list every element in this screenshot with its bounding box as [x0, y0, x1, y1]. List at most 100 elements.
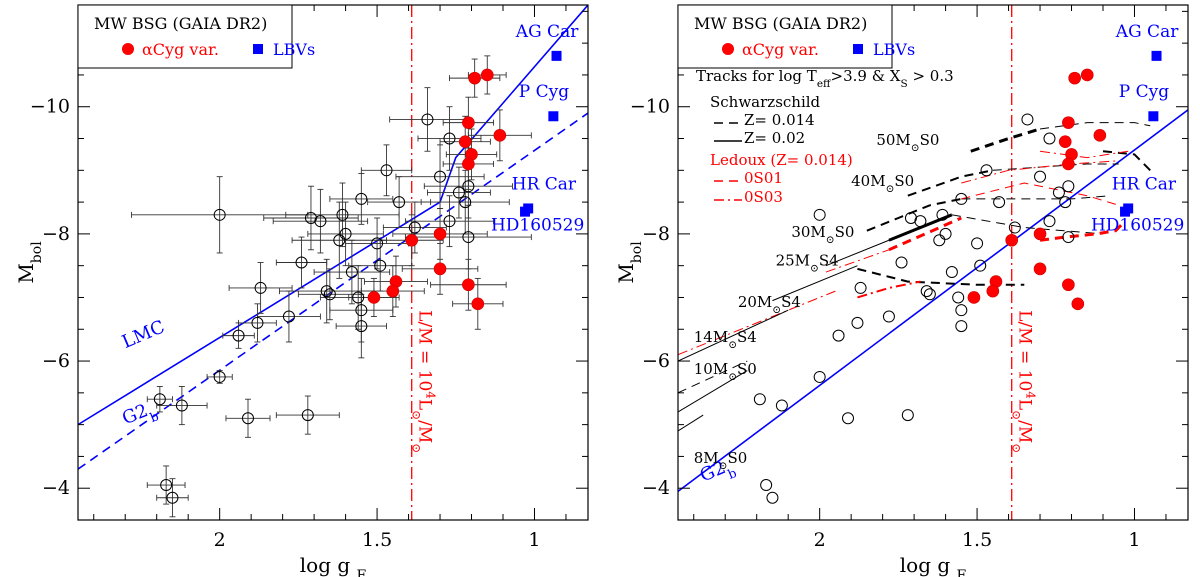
legend-title: MW BSG (GAIA DR2) — [694, 14, 867, 33]
track-legend: Tracks for log Teff>3.9 & XS > 0.3 Schwar… — [696, 67, 954, 206]
y-tick-label: −6 — [42, 350, 70, 372]
alpha-cyg-point — [367, 291, 381, 304]
bsg-star-point — [282, 310, 295, 323]
star-label: HR Car — [512, 174, 577, 194]
bsg-star-point — [974, 259, 987, 272]
track-line — [1102, 150, 1151, 172]
legend-lbv-label: LBVs — [273, 40, 315, 59]
bsg-star-point — [952, 291, 965, 304]
star-label: HD160529 — [1091, 216, 1184, 236]
axes-frame — [677, 4, 1189, 521]
star-label: AG Car — [1115, 22, 1179, 42]
track-legend-os03-label: 0S03 — [744, 188, 783, 206]
legend-frame — [77, 4, 293, 69]
track-legend-ledoux: Ledoux (Z= 0.014) — [710, 151, 853, 169]
alpha-cyg-point — [468, 71, 481, 85]
lbv-point — [1148, 111, 1159, 122]
track-label: 50M⊙S0 — [876, 131, 939, 154]
bsg-star-point — [1059, 196, 1072, 209]
bsg-star-point — [254, 281, 267, 294]
relation-line-label: G2b — [119, 397, 160, 434]
track-line — [678, 360, 748, 394]
track-line — [678, 370, 748, 413]
bsg-star-point — [1043, 132, 1056, 145]
track-line — [866, 197, 962, 232]
bsg-star-point — [901, 409, 914, 422]
bsg-star-point — [355, 320, 368, 333]
alpha-cyg-point — [458, 135, 472, 148]
alpha-cyg-point — [433, 227, 447, 241]
bsg-star-point — [993, 196, 1006, 209]
alpha-cyg-point — [1058, 135, 1072, 148]
track-line — [961, 160, 1119, 184]
track-line — [825, 249, 890, 273]
lbv-point — [548, 111, 559, 122]
bsg-star-point — [971, 237, 984, 250]
relation-line-g2 — [678, 109, 1188, 493]
plot-area — [678, 5, 1188, 520]
bsg-star-point — [933, 234, 946, 247]
y-axis-label: Mbol — [614, 241, 645, 284]
track-line — [1039, 223, 1123, 242]
alpha-cyg-point — [433, 262, 447, 276]
track-label: 10M⊙S0 — [694, 360, 757, 383]
track-line — [961, 182, 1119, 206]
track-line — [857, 280, 921, 299]
alpha-cyg-point — [1062, 157, 1075, 171]
track-line — [970, 127, 1041, 153]
bsg-star-point — [955, 192, 968, 205]
bsg-star-point — [1062, 231, 1075, 244]
bsg-star-point — [421, 113, 434, 126]
star-label: AG Car — [515, 22, 579, 42]
bsg-star-point — [980, 164, 993, 177]
x-tick-label: 1.5 — [962, 529, 992, 551]
alpha-cyg-point — [1005, 233, 1019, 247]
track-line — [888, 213, 953, 242]
bsg-star-point — [166, 491, 179, 504]
bsg-star-point — [832, 329, 845, 342]
panel-1: 2 1.5 1 −4 −6 −8 −10 log g F Mbol L/M = 104L⊙/M⊙ L… — [14, 4, 589, 577]
track-line — [678, 309, 789, 362]
y-tick-label: −4 — [42, 477, 70, 499]
track-legend-z02-label: Z= 0.02 — [744, 129, 805, 147]
track-label: 14M⊙S4 — [694, 328, 757, 351]
track-legend-heading: Tracks for log Teff>3.9 & XS > 0.3 — [696, 67, 954, 90]
bsg-star-point — [314, 215, 327, 228]
bsg-star-point — [371, 237, 384, 250]
legend: MW BSG (GAIA DR2) αCyg var. LBVs — [77, 4, 315, 69]
alpha-cyg-point — [480, 68, 494, 82]
track-line — [951, 214, 1104, 235]
bsg-star-point — [393, 196, 406, 209]
lbv-point — [1120, 206, 1131, 217]
bsg-star-point — [175, 399, 188, 412]
alpha-cyg-point — [967, 291, 981, 304]
bsg-star-point — [775, 399, 788, 412]
bsg-star-point — [443, 132, 456, 145]
track-line — [772, 265, 858, 302]
track-label: 8M⊙S0 — [694, 449, 748, 472]
bsg-star-point — [443, 215, 456, 228]
bsg-star-point — [339, 227, 352, 240]
alpha-cyg-point — [462, 278, 475, 292]
x-axis-label: log g F — [300, 553, 367, 577]
alpha-cyg-point — [1062, 116, 1075, 129]
bsg-star-point — [320, 285, 333, 298]
bsg-star-point — [251, 316, 264, 329]
bsg-star-point — [753, 393, 766, 406]
alpha-cyg-point — [1093, 129, 1107, 142]
bsg-star-point — [813, 208, 826, 221]
bsg-star-point — [914, 215, 927, 228]
bsg-star-point — [920, 285, 933, 298]
alpha-cyg-point — [1062, 278, 1075, 292]
relation-line-g2 — [78, 112, 588, 470]
track-line — [961, 195, 1110, 200]
legend-title: MW BSG (GAIA DR2) — [94, 14, 267, 33]
alpha-cyg-point — [986, 284, 1000, 298]
x-tick-label: 1 — [528, 529, 540, 551]
bsg-star-point — [160, 479, 173, 492]
bsg-star-point — [1062, 180, 1075, 193]
alpha-cyg-point — [1033, 227, 1047, 241]
legend-alpha-cyg-marker — [122, 43, 134, 55]
alpha-cyg-point — [1071, 297, 1085, 311]
